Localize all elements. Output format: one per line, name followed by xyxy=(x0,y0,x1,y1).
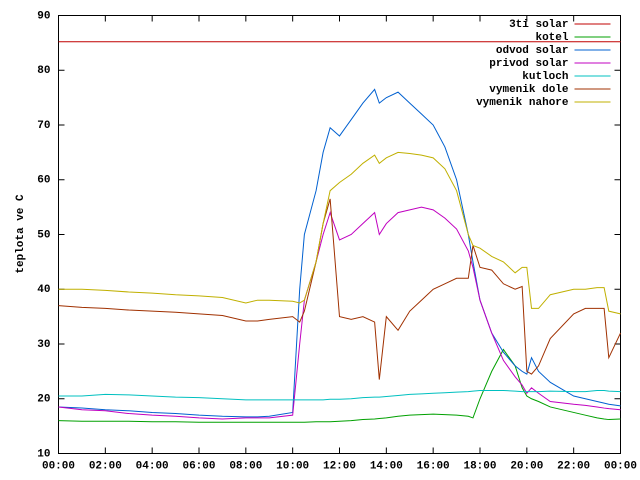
x-tick-label: 16:00 xyxy=(417,460,450,472)
y-tick-label: 50 xyxy=(37,229,50,241)
y-axis-label: teplota ve C xyxy=(15,194,27,274)
legend-label: 3ti solar xyxy=(509,19,568,31)
y-tick-label: 40 xyxy=(37,284,50,296)
series-line xyxy=(58,88,621,418)
x-tick-label: 04:00 xyxy=(136,460,169,472)
x-tick-label: 18:00 xyxy=(463,460,496,472)
series-line xyxy=(58,206,621,420)
series-line xyxy=(58,390,621,401)
legend-label: kotel xyxy=(535,32,568,44)
y-tick-label: 90 xyxy=(37,10,50,22)
y-tick-label: 20 xyxy=(37,394,50,406)
series-line xyxy=(58,198,621,380)
x-tick-label: 08:00 xyxy=(229,460,262,472)
x-tick-label: 10:00 xyxy=(276,460,309,472)
x-tick-label: 22:00 xyxy=(557,460,590,472)
legend-label: vymenik dole xyxy=(489,84,569,96)
series-line xyxy=(58,151,621,315)
y-tick-label: 80 xyxy=(37,65,50,77)
y-tick-label: 10 xyxy=(37,448,50,460)
x-tick-label: 14:00 xyxy=(370,460,403,472)
y-tick-label: 70 xyxy=(37,120,50,132)
legend-label: vymenik nahore xyxy=(476,97,569,109)
legend-label: kutloch xyxy=(522,71,568,83)
x-tick-label: 20:00 xyxy=(510,460,543,472)
x-tick-label: 12:00 xyxy=(323,460,356,472)
series-line xyxy=(58,348,621,423)
x-tick-label: 00:00 xyxy=(604,460,637,472)
x-tick-label: 06:00 xyxy=(182,460,215,472)
legend-label: privod solar xyxy=(489,58,568,70)
y-tick-label: 60 xyxy=(37,175,50,187)
x-tick-label: 00:00 xyxy=(42,460,75,472)
legend-label: odvod solar xyxy=(496,45,569,57)
y-tick-label: 30 xyxy=(37,339,50,351)
x-tick-label: 02:00 xyxy=(89,460,122,472)
